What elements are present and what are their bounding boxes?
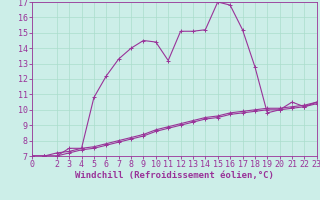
X-axis label: Windchill (Refroidissement éolien,°C): Windchill (Refroidissement éolien,°C): [75, 171, 274, 180]
